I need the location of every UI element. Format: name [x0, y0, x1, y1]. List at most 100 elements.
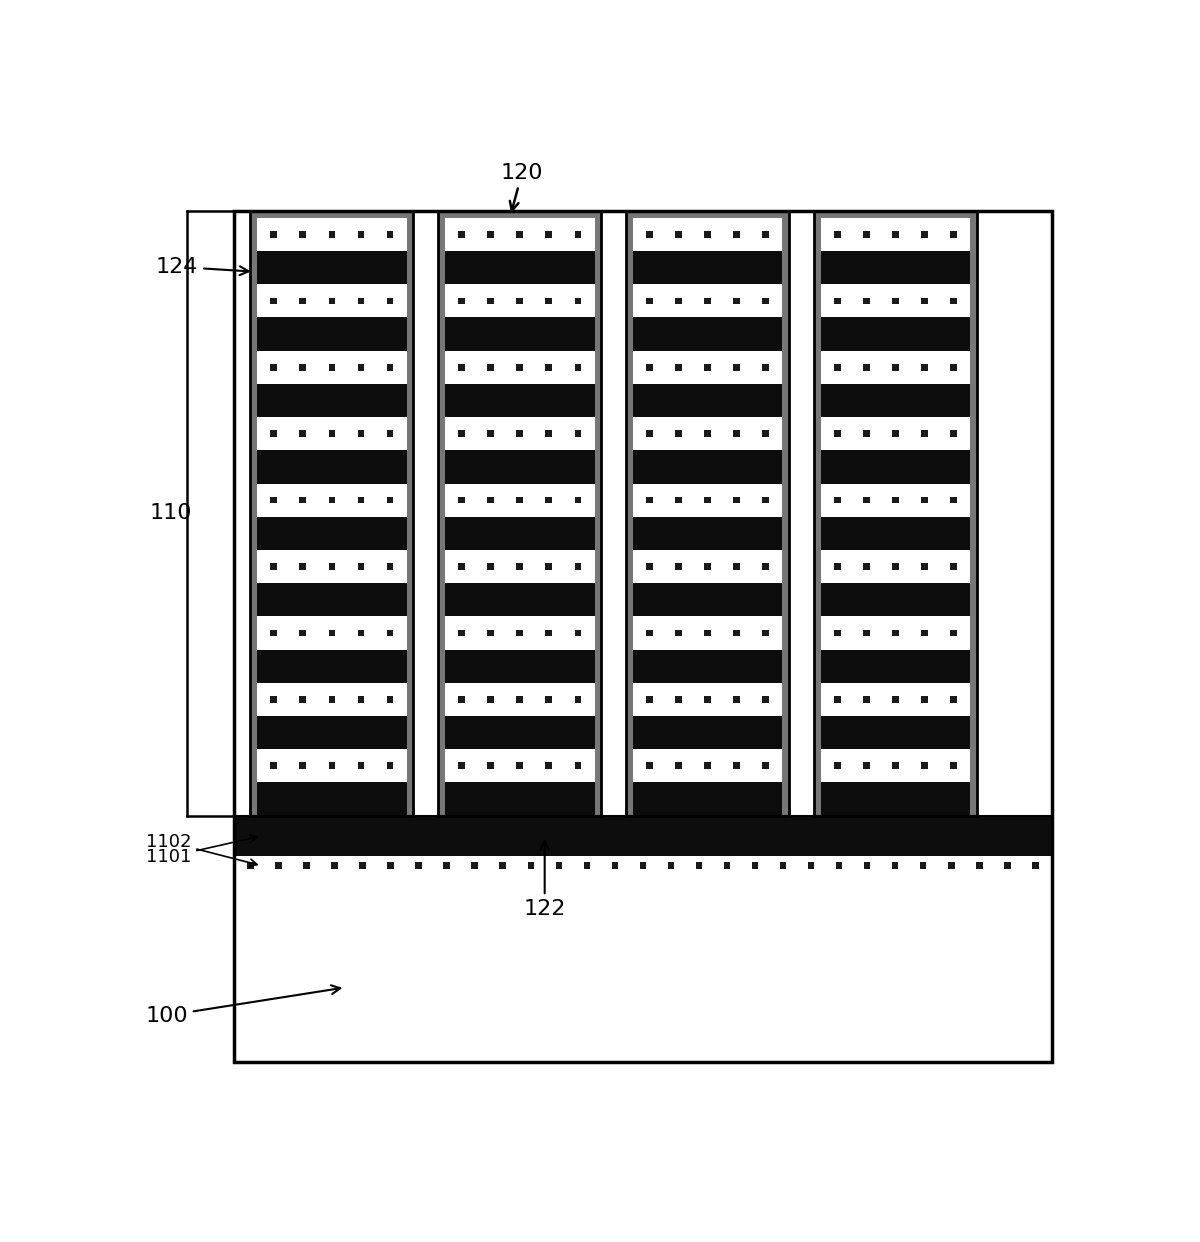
Bar — [445, 284, 594, 318]
Bar — [821, 284, 971, 318]
Bar — [821, 251, 971, 284]
Bar — [300, 696, 306, 703]
Bar — [234, 211, 1052, 1062]
Bar — [257, 284, 407, 318]
Bar — [487, 364, 494, 370]
Bar — [257, 251, 407, 284]
Bar — [922, 497, 928, 503]
Bar — [546, 763, 552, 769]
Bar — [733, 298, 740, 304]
Bar — [358, 696, 364, 703]
Bar — [516, 298, 523, 304]
Bar — [863, 564, 870, 570]
Bar — [257, 782, 407, 816]
Bar — [733, 231, 740, 237]
Bar — [808, 862, 815, 869]
Bar — [724, 862, 731, 869]
Bar — [300, 497, 306, 503]
Bar — [834, 564, 840, 570]
Bar — [821, 616, 971, 650]
Text: 110: 110 — [149, 503, 192, 523]
Bar — [270, 231, 277, 237]
Bar — [300, 630, 306, 636]
Bar — [922, 431, 928, 437]
Bar — [386, 497, 394, 503]
Bar — [458, 497, 464, 503]
Bar — [733, 763, 740, 769]
Bar — [257, 217, 407, 251]
Bar — [257, 550, 407, 582]
Bar — [270, 763, 277, 769]
Bar — [329, 298, 335, 304]
Bar — [358, 630, 364, 636]
Bar — [821, 350, 971, 384]
Bar — [575, 630, 581, 636]
Bar — [922, 564, 928, 570]
Bar — [762, 497, 769, 503]
Bar — [257, 451, 407, 483]
Bar — [516, 497, 523, 503]
Bar — [257, 650, 407, 683]
Bar — [646, 564, 653, 570]
Bar — [358, 763, 364, 769]
Bar — [445, 251, 594, 284]
Bar — [546, 497, 552, 503]
Text: 120: 120 — [500, 163, 544, 211]
Bar — [445, 550, 594, 582]
Bar — [329, 564, 335, 570]
Bar — [329, 364, 335, 370]
Bar — [646, 696, 653, 703]
Bar — [445, 350, 594, 384]
Bar — [516, 763, 523, 769]
Bar — [676, 364, 682, 370]
Bar — [950, 497, 956, 503]
Bar — [358, 564, 364, 570]
Bar — [733, 696, 740, 703]
Bar — [950, 696, 956, 703]
Bar — [257, 417, 407, 451]
Bar — [300, 364, 306, 370]
Bar — [863, 630, 870, 636]
Bar — [386, 763, 394, 769]
Bar — [704, 364, 710, 370]
Bar — [892, 763, 899, 769]
Bar — [257, 318, 407, 350]
Bar — [445, 217, 594, 251]
Bar — [632, 616, 782, 650]
Bar — [257, 683, 407, 715]
Bar — [632, 451, 782, 483]
Bar — [300, 231, 306, 237]
Bar — [251, 211, 257, 816]
Bar — [821, 451, 971, 483]
Bar — [821, 782, 971, 816]
Bar — [487, 696, 494, 703]
Bar — [863, 431, 870, 437]
Bar — [821, 715, 971, 749]
Bar — [331, 862, 337, 869]
Bar — [632, 417, 782, 451]
Bar — [528, 862, 534, 869]
Bar — [632, 384, 782, 417]
Bar — [386, 431, 394, 437]
Bar — [821, 483, 971, 517]
Bar — [445, 451, 594, 483]
Bar — [438, 211, 601, 816]
Bar — [270, 564, 277, 570]
Bar — [762, 763, 769, 769]
Bar — [646, 231, 653, 237]
Bar — [445, 683, 594, 715]
Bar — [667, 862, 674, 869]
Bar — [458, 564, 464, 570]
Bar — [733, 630, 740, 636]
Bar — [487, 497, 494, 503]
Bar — [358, 497, 364, 503]
Bar — [1004, 862, 1010, 869]
Bar — [863, 696, 870, 703]
Bar — [575, 564, 581, 570]
Bar — [762, 696, 769, 703]
Bar — [676, 763, 682, 769]
Bar — [733, 497, 740, 503]
Bar — [626, 211, 788, 816]
Bar — [892, 298, 899, 304]
Bar — [386, 231, 394, 237]
